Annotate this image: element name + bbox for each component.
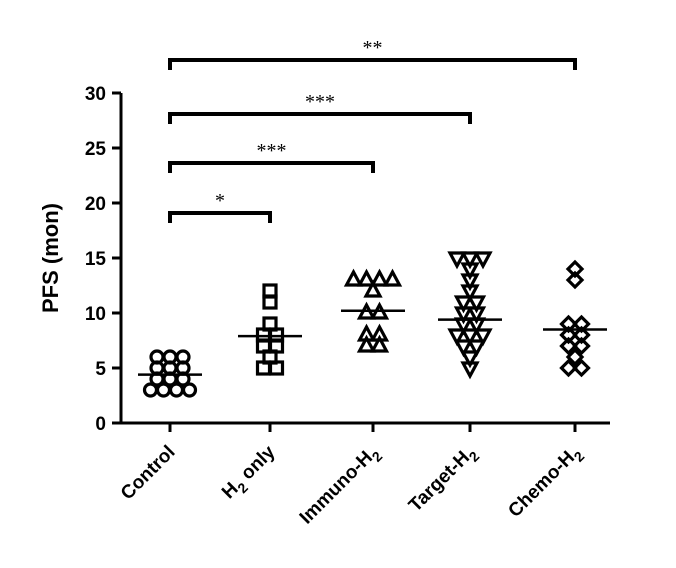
data-point-triangle-down	[473, 251, 493, 270]
significance-label: ***	[305, 91, 335, 113]
data-point-triangle-down	[473, 328, 493, 347]
significance-label: ***	[257, 140, 287, 162]
data-point-triangle-up	[356, 268, 377, 287]
data-point-diamond	[572, 336, 591, 356]
significance-bracket	[168, 211, 272, 223]
data-point-triangle-down	[453, 295, 474, 314]
data-point-diamond	[559, 358, 578, 378]
data-point-diamond	[565, 259, 585, 279]
y-tick-label: 5	[95, 359, 106, 380]
data-point-triangle-up	[369, 323, 390, 342]
data-point-circle	[175, 349, 191, 365]
data-point-circle	[181, 382, 198, 398]
significance-bracket	[168, 161, 375, 173]
y-tick-label: 15	[85, 249, 107, 270]
data-point-diamond	[572, 325, 591, 345]
data-point-triangle-up	[356, 334, 377, 353]
significance-bracket	[168, 112, 472, 124]
x-tick-label: Chemo-H2	[504, 442, 587, 525]
data-point-triangle-down	[460, 328, 480, 347]
data-point-diamond	[565, 347, 585, 367]
data-point-triangle-down	[447, 328, 467, 347]
y-tick-label: 25	[85, 139, 107, 160]
data-point-diamond	[572, 358, 591, 378]
x-tick-label: Target-H2	[405, 442, 483, 520]
data-point-triangle-up	[356, 323, 377, 342]
y-axis-title: PFS (mon)	[38, 203, 63, 313]
data-point-diamond	[572, 314, 591, 334]
data-point-triangle-down	[460, 350, 480, 369]
data-point-triangle-up	[369, 268, 390, 287]
significance-brackets: *********	[168, 37, 577, 223]
significance-label: **	[363, 37, 383, 59]
data-point-triangle-up	[382, 268, 403, 287]
data-point-triangle-down	[447, 251, 467, 270]
y-tick-label: 20	[85, 194, 106, 215]
data-point-diamond	[559, 325, 578, 345]
data-point-triangle-up	[369, 334, 390, 353]
data-point-diamond	[559, 336, 578, 356]
data-point-triangle-down	[466, 295, 487, 314]
data-point-triangle-down	[453, 339, 474, 358]
data-point-square	[262, 283, 278, 299]
x-tick-label: H2 only	[218, 441, 283, 506]
significance-bracket	[168, 58, 577, 70]
mean-lines	[138, 309, 607, 376]
data-point-triangle-up	[363, 279, 383, 298]
significance-label: *	[215, 190, 225, 212]
data-points	[142, 251, 591, 398]
data-point-diamond	[559, 314, 578, 334]
y-tick-label: 0	[95, 414, 106, 435]
y-ticks: 0 5 10 15 20 25 30	[85, 84, 121, 435]
data-point-square	[262, 316, 278, 332]
x-tick-label: Immuno-H2	[296, 442, 386, 532]
data-point-triangle-up	[343, 268, 364, 287]
data-point-diamond	[565, 270, 585, 290]
data-point-triangle-down	[466, 339, 487, 358]
y-tick-label: 10	[85, 304, 106, 325]
y-tick-label: 30	[85, 84, 106, 105]
x-ticks: Control H2 only Immuno-H2 Target-H2 Chemo-H2	[117, 423, 588, 532]
data-point-triangle-down	[460, 251, 480, 270]
x-tick-label: Control	[117, 442, 180, 505]
